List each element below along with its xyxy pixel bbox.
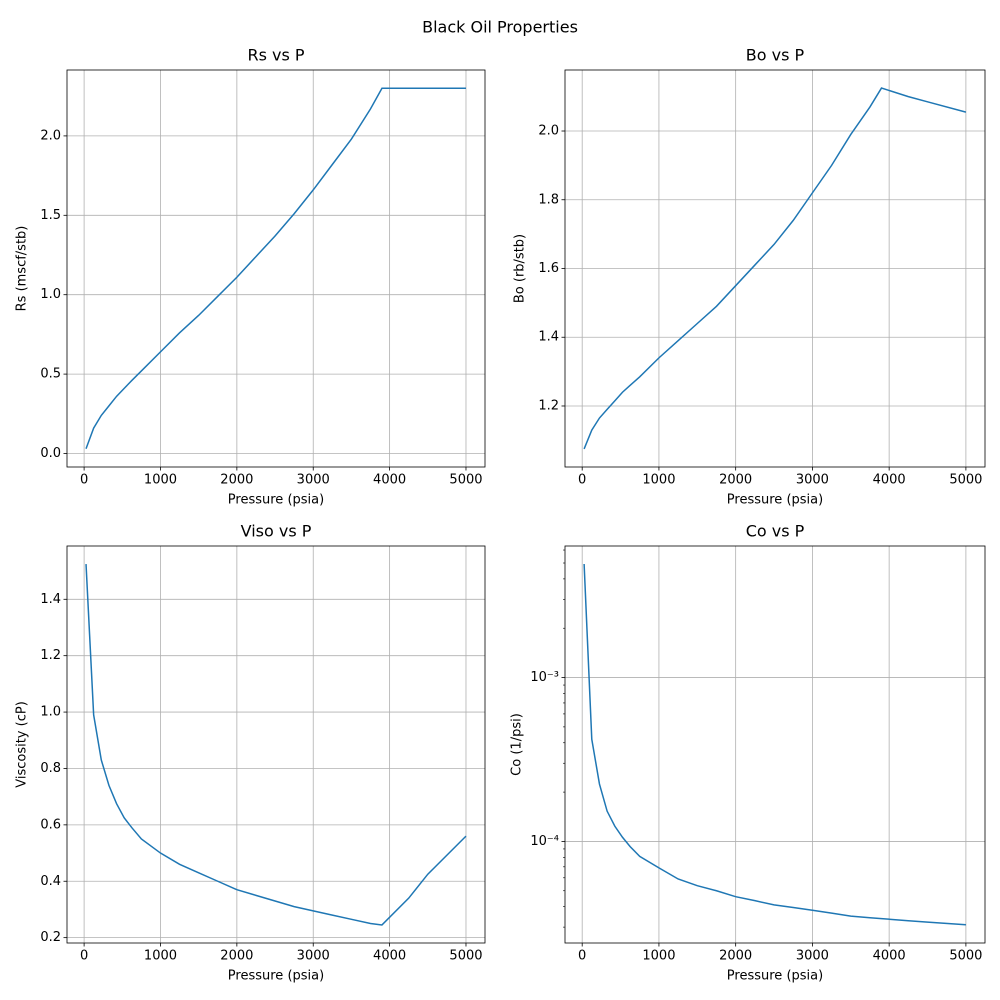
y-tick-label: 10⁻⁴ [530, 834, 559, 849]
data-line [85, 87, 466, 449]
y-tick-label: 0.5 [40, 367, 61, 382]
x-tick-label: 2000 [220, 949, 253, 964]
y-tick-label: 0.2 [40, 930, 61, 945]
subplot-title: Bo vs P [746, 46, 805, 65]
x-tick-label: 2000 [719, 473, 752, 488]
x-tick-label: 3000 [796, 473, 829, 488]
y-tick-label: 1.8 [538, 192, 559, 207]
data-line [583, 563, 966, 926]
y-tick-label: 1.0 [40, 705, 61, 720]
x-tick-label: 4000 [373, 473, 406, 488]
x-tick-label: 5000 [449, 473, 482, 488]
y-tick-label: 0.6 [40, 817, 61, 832]
y-tick-label: 1.2 [40, 648, 61, 663]
y-tick-label: 1.4 [40, 592, 61, 607]
axes-frame [66, 69, 486, 468]
figure-title: Black Oil Properties [422, 18, 578, 37]
x-tick-label: 5000 [449, 949, 482, 964]
y-tick-label: 1.4 [538, 330, 559, 345]
data-line [85, 564, 467, 926]
x-tick-label: 2000 [220, 473, 253, 488]
x-tick-label: 0 [80, 473, 88, 488]
y-tick-label: 2.0 [40, 128, 61, 143]
axes-frame [564, 545, 986, 944]
y-axis-label: Bo (rb/stb) [513, 234, 528, 303]
x-tick-label: 5000 [949, 949, 982, 964]
x-axis-label: Pressure (psia) [727, 493, 823, 508]
x-axis-label: Pressure (psia) [228, 493, 324, 508]
x-tick-label: 3000 [796, 949, 829, 964]
y-axis-label: Viscosity (cP) [15, 701, 30, 788]
x-tick-label: 1000 [642, 949, 675, 964]
y-tick-label: 1.5 [40, 208, 61, 223]
y-tick-label: 10⁻³ [530, 670, 559, 685]
x-tick-label: 4000 [373, 949, 406, 964]
y-tick-label: 1.6 [538, 261, 559, 276]
x-tick-label: 1000 [144, 949, 177, 964]
x-tick-label: 1000 [144, 473, 177, 488]
x-tick-label: 0 [80, 949, 88, 964]
y-tick-label: 0.0 [40, 446, 61, 461]
x-axis-label: Pressure (psia) [727, 969, 823, 984]
y-tick-label: 1.2 [538, 398, 559, 413]
axes-frame [66, 545, 486, 944]
y-tick-label: 1.0 [40, 287, 61, 302]
y-tick-label: 2.0 [538, 124, 559, 139]
y-axis-label: Rs (mscf/stb) [15, 226, 30, 312]
x-tick-label: 0 [578, 473, 586, 488]
x-tick-label: 4000 [873, 949, 906, 964]
subplot-title: Rs vs P [247, 46, 304, 65]
subplot-title: Viso vs P [241, 522, 312, 541]
x-axis-label: Pressure (psia) [228, 969, 324, 984]
axes-frame [564, 69, 986, 468]
x-tick-label: 0 [578, 949, 586, 964]
y-tick-label: 0.8 [40, 761, 61, 776]
y-tick-label: 0.4 [40, 874, 61, 889]
x-tick-label: 1000 [642, 473, 675, 488]
subplot-title: Co vs P [746, 522, 805, 541]
y-axis-label: Co (1/psi) [510, 713, 525, 776]
x-tick-label: 5000 [949, 473, 982, 488]
x-tick-label: 4000 [873, 473, 906, 488]
data-line [583, 87, 967, 450]
x-tick-label: 3000 [297, 949, 330, 964]
x-tick-label: 2000 [719, 949, 752, 964]
x-tick-label: 3000 [297, 473, 330, 488]
